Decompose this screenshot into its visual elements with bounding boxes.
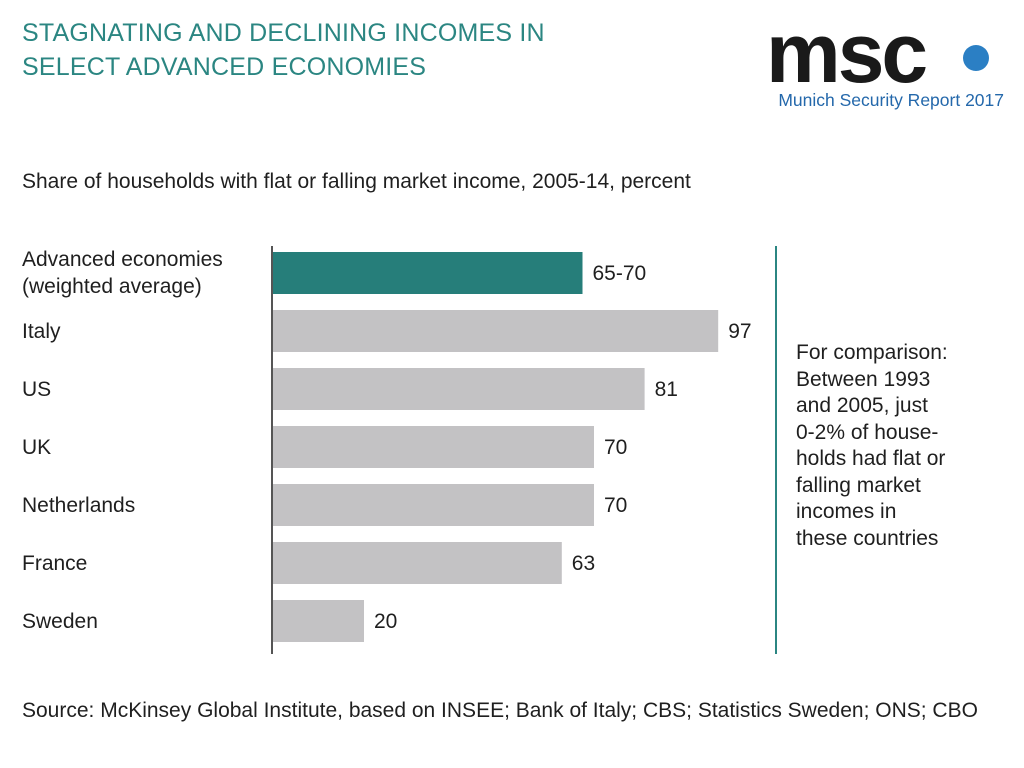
bar <box>272 252 583 294</box>
category-label: France <box>22 552 87 575</box>
bar <box>272 368 645 410</box>
msc-logo: msc Munich Security Report 2017 <box>764 20 1004 120</box>
title-line-2: SELECT ADVANCED ECONOMIES <box>22 53 427 81</box>
logo-dot-icon <box>963 45 989 71</box>
category-label-line: (weighted average) <box>22 275 202 298</box>
bar <box>272 484 594 526</box>
category-label-line: Advanced economies <box>22 248 223 271</box>
bar <box>272 426 594 468</box>
chart-title: Share of households with flat or falling… <box>22 170 691 193</box>
category-label: UK <box>22 436 51 459</box>
bar <box>272 600 364 642</box>
logo-subtitle: Munich Security Report 2017 <box>778 90 1004 110</box>
value-label: 63 <box>572 552 595 575</box>
bar <box>272 310 719 352</box>
value-label: 81 <box>655 378 678 401</box>
category-label: Netherlands <box>22 494 135 517</box>
bar <box>272 542 562 584</box>
title-line-1: STAGNATING AND DECLINING INCOMES IN <box>22 19 545 47</box>
category-label: US <box>22 378 51 401</box>
value-label: 70 <box>604 494 627 517</box>
value-label: 65-70 <box>593 262 647 285</box>
comparison-note: For comparison: Between 1993 and 2005, j… <box>796 341 948 550</box>
value-label: 20 <box>374 610 397 633</box>
logo-wordmark-text: msc <box>766 20 926 88</box>
category-label: Italy <box>22 320 61 343</box>
source-note: Source: McKinsey Global Institute, based… <box>22 699 978 722</box>
page-title: STAGNATING AND DECLINING INCOMES IN SELE… <box>22 16 545 84</box>
value-label: 70 <box>604 436 627 459</box>
category-label: Advanced economies (weighted average) <box>22 248 223 298</box>
category-label: Sweden <box>22 610 98 633</box>
value-label: 97 <box>728 320 751 343</box>
msc-wordmark-logo: msc <box>766 20 989 88</box>
bar-chart: 65-70 Advanced economies (weighted average… <box>22 246 777 654</box>
